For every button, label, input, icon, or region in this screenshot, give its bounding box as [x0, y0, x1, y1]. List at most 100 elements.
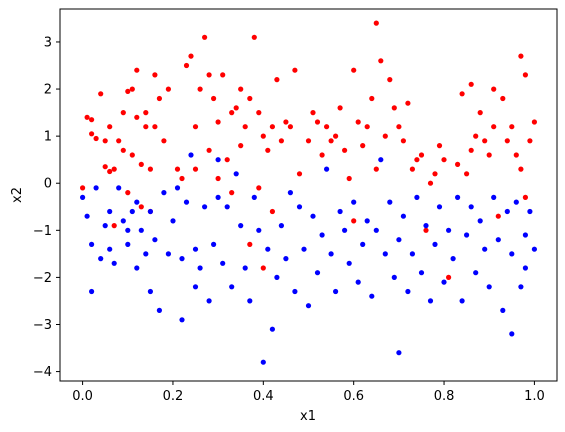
scatter-point-s0-106	[468, 81, 474, 87]
scatter-point-s0-96	[418, 152, 425, 158]
scatter-point-s1-35	[206, 298, 212, 304]
scatter-point-s0-43	[215, 119, 221, 125]
scatter-point-s1-47	[256, 227, 262, 233]
scatter-point-s1-90	[446, 227, 452, 233]
scatter-point-s1-40	[224, 204, 230, 210]
scatter-point-s1-48	[260, 359, 266, 365]
scatter-point-s0-93	[405, 100, 411, 106]
scatter-point-s0-48	[229, 190, 235, 196]
scatter-point-s1-21	[152, 237, 158, 243]
scatter-point-s0-32	[174, 166, 181, 172]
scatter-point-s0-11	[111, 166, 117, 172]
scatter-point-s0-57	[256, 185, 262, 191]
scatter-point-s1-103	[504, 208, 510, 215]
scatter-point-s1-72	[369, 293, 375, 299]
scatter-point-s0-107	[468, 147, 474, 153]
scatter-point-s0-6	[102, 138, 108, 144]
scatter-point-s1-44	[242, 265, 248, 271]
scatter-point-s0-38	[197, 86, 203, 92]
scatter-point-s1-2	[89, 241, 95, 247]
scatter-point-s1-50	[269, 326, 275, 332]
x-axis: 0.0 0.2 0.4 0.6 0.8 1.0	[72, 381, 545, 404]
scatter-point-s0-23	[143, 124, 149, 130]
scatter-point-s0-97	[423, 227, 429, 233]
scatter-point-s0-1	[84, 114, 90, 120]
scatter-point-s0-27	[152, 124, 158, 130]
scatter-point-s1-52	[278, 223, 284, 229]
scatter-point-s0-47	[229, 110, 235, 116]
scatter-point-s0-5	[98, 91, 104, 97]
scatter-point-s0-79	[351, 67, 357, 73]
scatter-point-s0-74	[328, 138, 334, 144]
scatter-point-s0-68	[296, 171, 303, 177]
scatter-point-s0-51	[238, 143, 244, 149]
scatter-point-s1-87	[432, 241, 438, 247]
scatter-point-s1-83	[414, 194, 420, 200]
scatter-point-s0-111	[486, 152, 492, 158]
scatter-point-s0-115	[500, 95, 506, 102]
scatter-point-s1-11	[120, 218, 126, 224]
scatter-point-s0-116	[504, 138, 510, 144]
scatter-point-s0-2	[89, 117, 95, 123]
scatter-point-s1-27	[179, 256, 185, 262]
y-tick-label: 1	[44, 130, 52, 145]
scatter-point-s1-92	[455, 194, 461, 200]
scatter-point-s0-82	[360, 143, 366, 149]
scatter-point-s0-73	[324, 124, 330, 130]
scatter-point-s1-58	[305, 303, 312, 309]
scatter-point-s0-114	[495, 213, 501, 219]
scatter-point-s0-108	[473, 133, 479, 139]
scatter-point-s1-78	[396, 237, 402, 243]
scatter-point-s0-86	[373, 166, 379, 172]
scatter-point-s1-66	[342, 227, 348, 233]
scatter-point-s1-63	[328, 251, 334, 257]
scatter-point-s1-101	[495, 237, 501, 243]
x-tick-label: 0.2	[163, 389, 184, 404]
scatter-point-s1-98	[482, 246, 488, 252]
scatter-point-s1-30	[188, 152, 194, 158]
scatter-point-s0-120	[518, 166, 524, 172]
scatter-point-s0-31	[165, 86, 171, 92]
scatter-point-s0-92	[400, 138, 406, 144]
scatter-point-s1-24	[165, 251, 171, 257]
scatter-point-s0-72	[319, 152, 325, 158]
scatter-point-s0-7	[102, 164, 108, 170]
scatter-point-s1-5	[98, 256, 104, 262]
scatter-point-s0-19	[134, 67, 140, 73]
scatter-point-s0-56	[256, 110, 262, 116]
scatter-point-s1-55	[292, 288, 298, 295]
scatter-point-s1-37	[215, 157, 221, 163]
scatter-point-s0-42	[211, 95, 217, 102]
scatter-point-s0-78	[346, 175, 352, 182]
scatter-point-s1-71	[364, 218, 370, 224]
scatter-point-s1-99	[486, 284, 492, 290]
scatter-point-s0-105	[464, 171, 470, 177]
scatter-point-s1-84	[418, 270, 425, 276]
plot-frame	[59, 8, 558, 382]
scatter-point-s0-8	[107, 168, 113, 175]
scatter-point-s1-94	[464, 232, 470, 238]
scatter-point-s0-50	[238, 86, 244, 92]
x-tick-label: 0.6	[343, 389, 364, 404]
scatter-point-s1-18	[143, 251, 149, 257]
scatter-point-s1-41	[229, 284, 235, 290]
y-tick-label: −2	[33, 271, 52, 286]
scatter-point-s1-109	[522, 265, 529, 271]
x-tick-label: 0.0	[72, 389, 93, 404]
scatter-point-s0-122	[522, 194, 529, 200]
scatter-point-s0-33	[179, 175, 185, 182]
scatter-point-s1-54	[287, 190, 293, 196]
scatter-point-s0-63	[274, 77, 280, 83]
scatter-point-s0-85	[373, 20, 379, 26]
scatter-point-s1-29	[183, 199, 190, 205]
scatter-point-s0-53	[247, 95, 253, 102]
scatter-point-s0-58	[260, 133, 266, 139]
scatter-point-s1-61	[319, 232, 325, 238]
y-axis-label: x2	[10, 187, 25, 203]
scatter-point-s0-61	[269, 124, 275, 130]
scatter-point-s1-38	[215, 194, 221, 200]
x-tick-label: 1.0	[524, 389, 545, 404]
scatter-point-s1-104	[509, 331, 515, 337]
scatter-point-s0-9	[107, 124, 113, 130]
scatter-point-s1-76	[387, 199, 393, 205]
